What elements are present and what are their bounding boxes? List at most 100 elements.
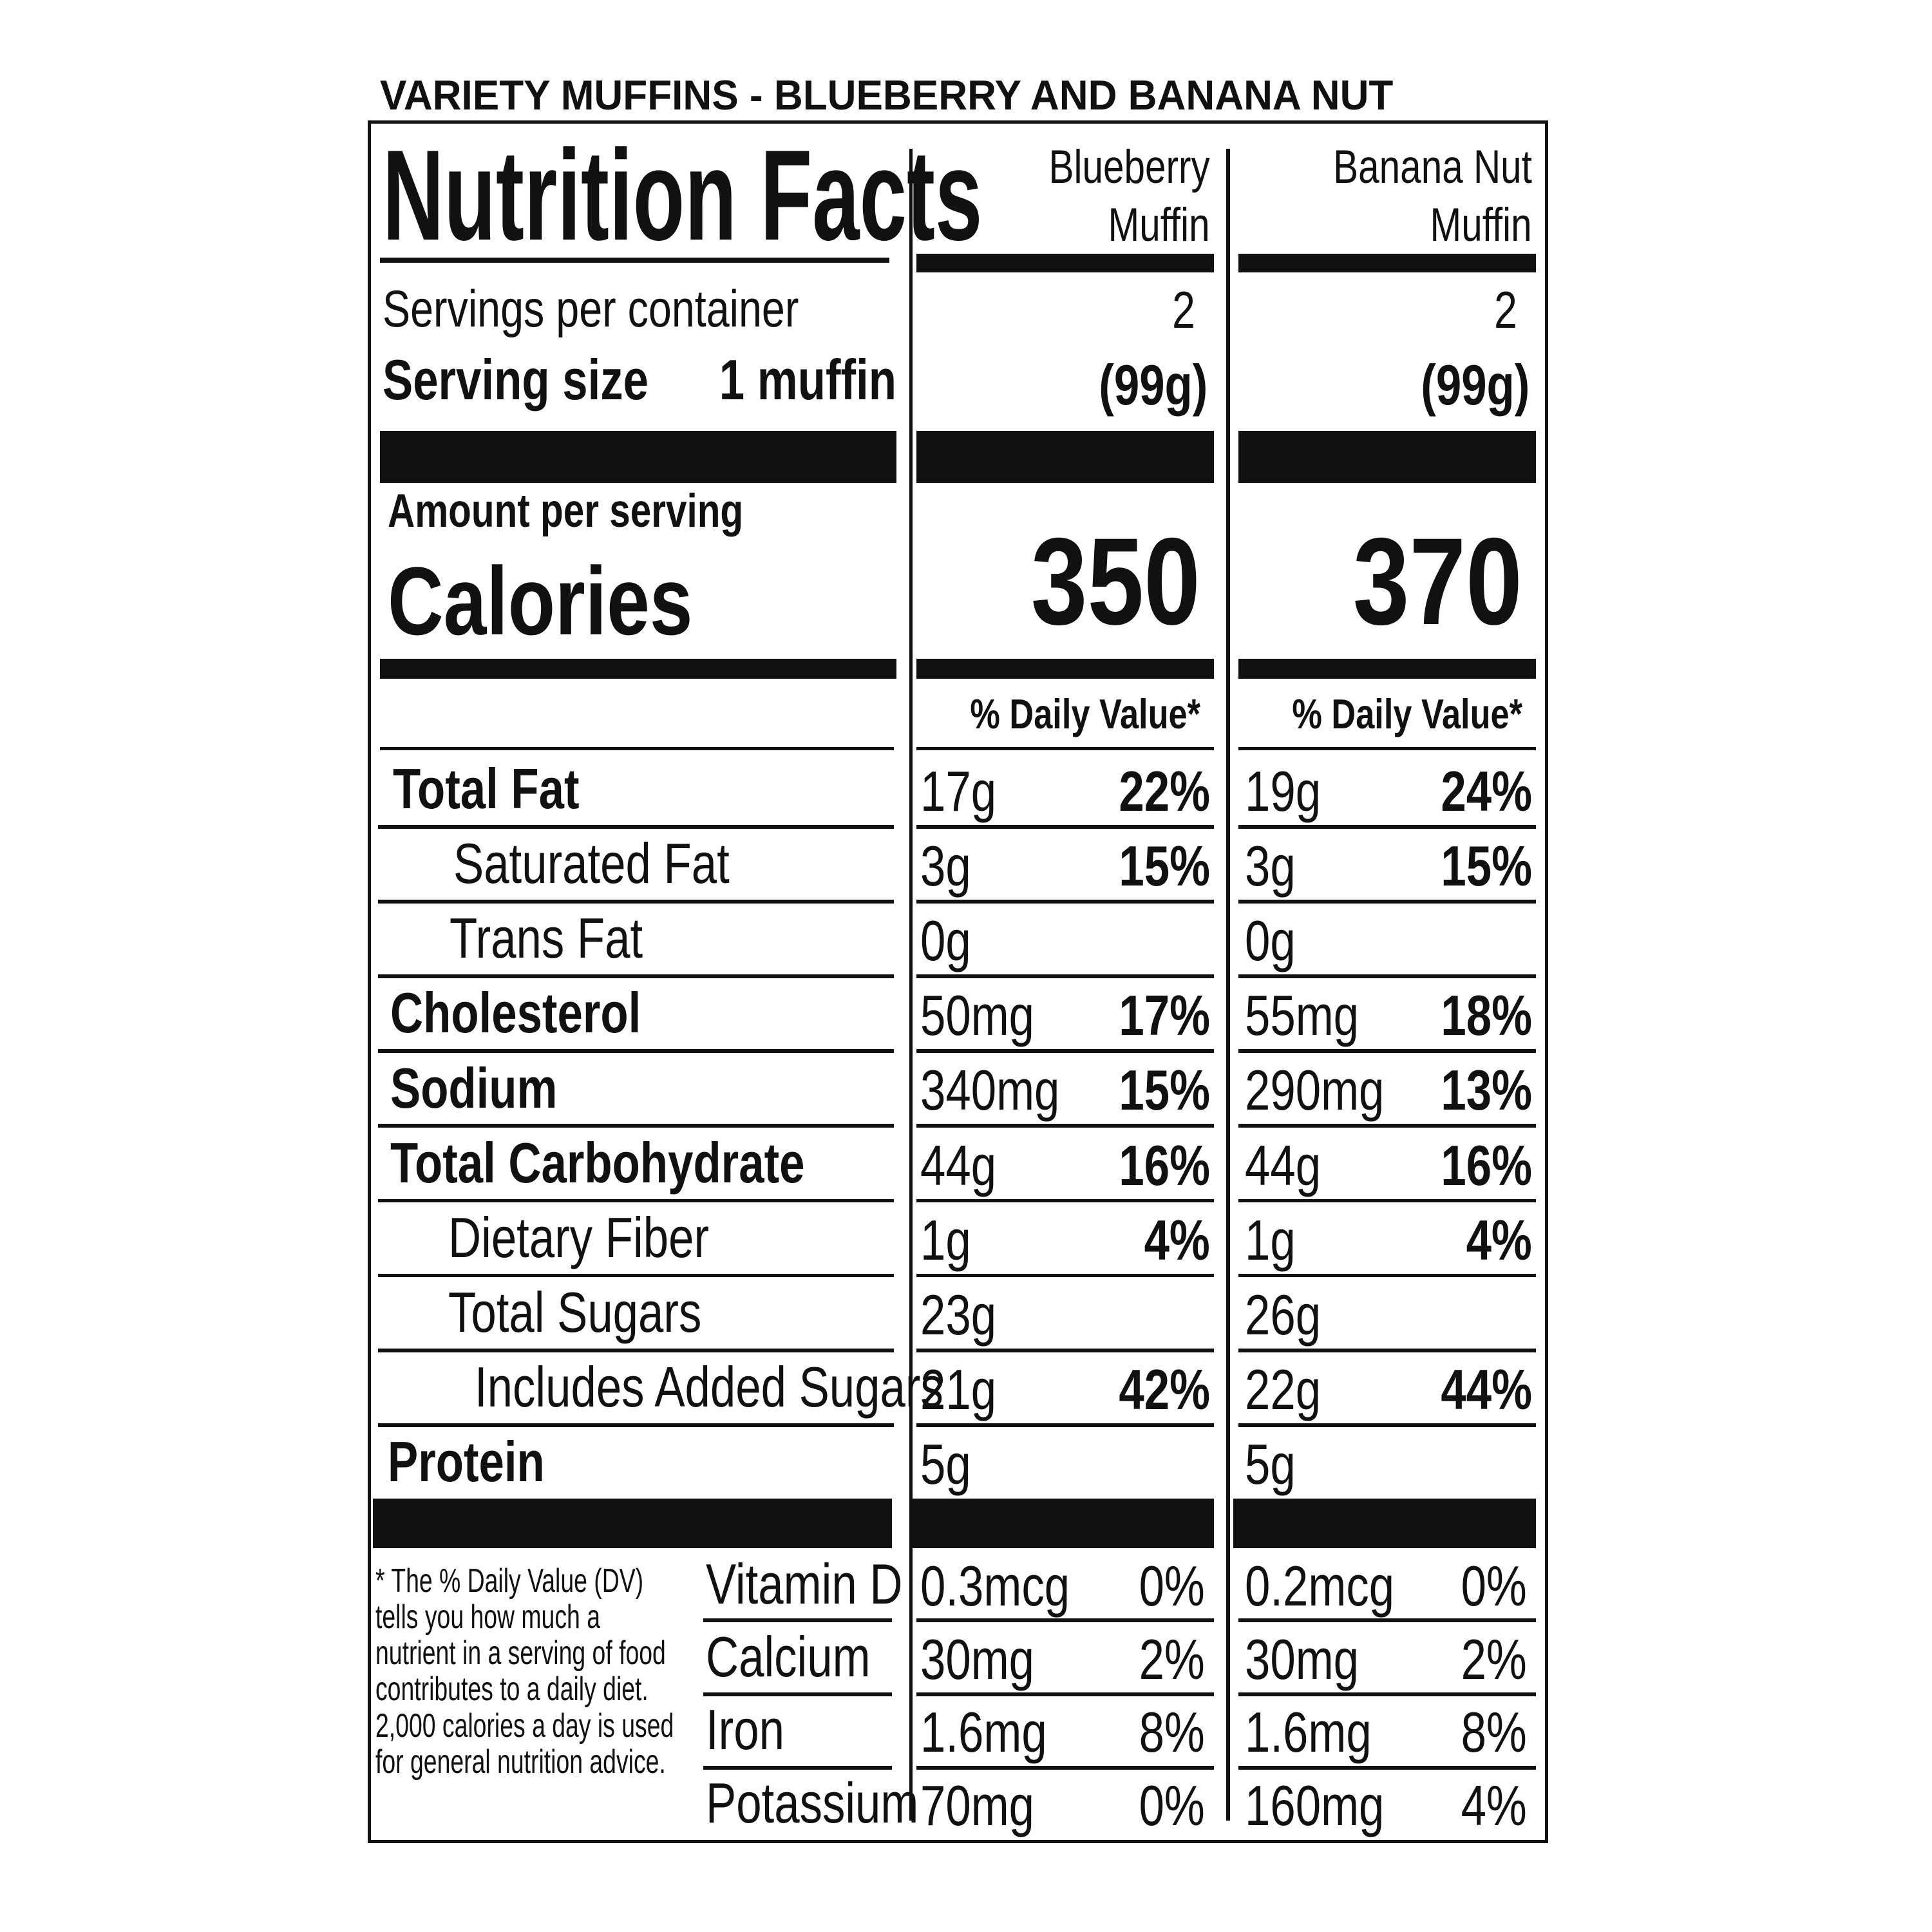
nutrient-amount: 44g (920, 1133, 996, 1197)
thick-bar (1233, 1498, 1536, 1548)
nutrient-amount: 5g (1244, 1432, 1296, 1497)
nutrient-daily-value: 17% (1119, 983, 1210, 1048)
rule (916, 1273, 1214, 1278)
daily-value-header: % Daily Value* (1291, 690, 1522, 738)
nutrient-daily-value: 42% (1119, 1358, 1210, 1421)
servings-value: 2 (1493, 281, 1517, 340)
vitamin-amount: 0.3mcg (920, 1554, 1070, 1618)
servings-value: 2 (1171, 281, 1195, 340)
vitamin-name: Iron (706, 1698, 785, 1762)
nutrient-amount: 340mg (920, 1058, 1060, 1122)
nutrient-name: Dietary Fiber (448, 1205, 710, 1269)
rule (916, 1423, 1214, 1427)
footnote: * The % Daily Value (DV) tells you how m… (375, 1562, 674, 1781)
thick-bar (380, 431, 897, 483)
rule (916, 824, 1214, 829)
nutrient-amount: 3g (1244, 833, 1296, 898)
thick-bar (1238, 254, 1536, 273)
vitamin-name: Potassium (706, 1770, 919, 1835)
vitamin-daily-value: 0% (1139, 1554, 1206, 1618)
nutrient-amount: 3g (920, 833, 971, 898)
nutrient-amount: 26g (1244, 1282, 1321, 1347)
rule (916, 1049, 1214, 1053)
medium-bar (380, 659, 897, 679)
rule (377, 1198, 895, 1203)
nutrient-amount: 19g (1244, 759, 1321, 823)
nutrient-amount: 55mg (1244, 983, 1359, 1048)
rule (1238, 1049, 1536, 1053)
rule (377, 1348, 895, 1352)
nutrient-amount: 1g (1244, 1208, 1296, 1272)
serving-size-value: (99g) (1098, 353, 1208, 417)
nutrient-daily-value: 13% (1441, 1058, 1532, 1122)
amount-per-serving: Amount per serving (387, 485, 744, 538)
vitamin-daily-value: 0% (1139, 1773, 1206, 1837)
nutrient-daily-value: 15% (1119, 833, 1210, 898)
nutrient-amount: 0g (920, 909, 971, 973)
rule (1238, 1124, 1536, 1128)
column-divider (909, 148, 913, 1821)
calories-label: Calories (387, 546, 693, 655)
vitamin-name: Calcium (706, 1625, 871, 1689)
nutrient-daily-value: 16% (1119, 1133, 1210, 1197)
rule (703, 1618, 892, 1623)
rule (380, 258, 889, 263)
nutrient-daily-value: 18% (1441, 983, 1532, 1048)
column-header: Muffin (1430, 199, 1532, 252)
nutrient-amount: 17g (920, 759, 996, 823)
nutrient-daily-value: 15% (1119, 1058, 1210, 1122)
calories-value: 350 (1030, 512, 1200, 651)
nutrient-daily-value: 16% (1441, 1133, 1532, 1197)
nutrient-amount: 44g (1244, 1133, 1321, 1197)
rule (916, 746, 1214, 751)
nutrient-amount: 1g (920, 1208, 971, 1272)
nutrient-amount: 290mg (1244, 1058, 1385, 1122)
vitamin-daily-value: 2% (1461, 1627, 1528, 1691)
serving-size-amount: 1 muffin (719, 348, 897, 412)
thick-bar (1238, 431, 1536, 483)
rule (1238, 824, 1536, 829)
rule (916, 1618, 1214, 1623)
nutrient-name: Cholesterol (390, 981, 641, 1045)
product-title: VARIETY MUFFINS - BLUEBERRY AND BANANA N… (380, 71, 1394, 118)
rule (1238, 1273, 1536, 1278)
rule (1238, 1618, 1536, 1623)
label-border (368, 120, 1548, 1843)
rule (377, 899, 895, 904)
rule (916, 1766, 1214, 1770)
vitamin-amount: 0.2mcg (1244, 1554, 1394, 1618)
rule (1238, 1692, 1536, 1696)
nutrient-name: Saturated Fat (453, 831, 730, 896)
vitamin-amount: 1.6mg (1244, 1700, 1372, 1765)
nutrient-amount: 21g (920, 1358, 996, 1421)
servings-label: Servings per container (383, 280, 799, 339)
medium-bar (1238, 659, 1536, 679)
rule (916, 1124, 1214, 1128)
nutrient-amount: 23g (920, 1282, 996, 1347)
rule (377, 1124, 895, 1128)
column-header: Blueberry (1048, 140, 1210, 193)
nutrient-daily-value: 4% (1466, 1208, 1532, 1272)
rule (377, 974, 895, 978)
vitamin-amount: 160mg (1244, 1773, 1385, 1837)
vitamin-daily-value: 4% (1461, 1773, 1528, 1837)
nutrient-daily-value: 4% (1144, 1208, 1210, 1272)
rule (377, 1273, 895, 1278)
nutrient-name: Total Carbohydrate (390, 1130, 805, 1195)
rule (1238, 1766, 1536, 1770)
rule (380, 746, 895, 751)
nutrient-name: Includes Added Sugars (474, 1355, 943, 1419)
vitamin-amount: 30mg (1244, 1627, 1359, 1691)
rule (703, 1766, 892, 1770)
daily-value-header: % Daily Value* (969, 690, 1200, 738)
medium-bar (916, 659, 1214, 679)
nutrient-amount: 50mg (920, 983, 1034, 1048)
vitamin-daily-value: 0% (1461, 1554, 1528, 1618)
calories-value: 370 (1352, 512, 1522, 651)
rule (703, 1692, 892, 1696)
rule (1238, 746, 1536, 751)
vitamin-name: Vitamin D (706, 1551, 903, 1616)
rule (1238, 899, 1536, 904)
rule (1238, 974, 1536, 978)
